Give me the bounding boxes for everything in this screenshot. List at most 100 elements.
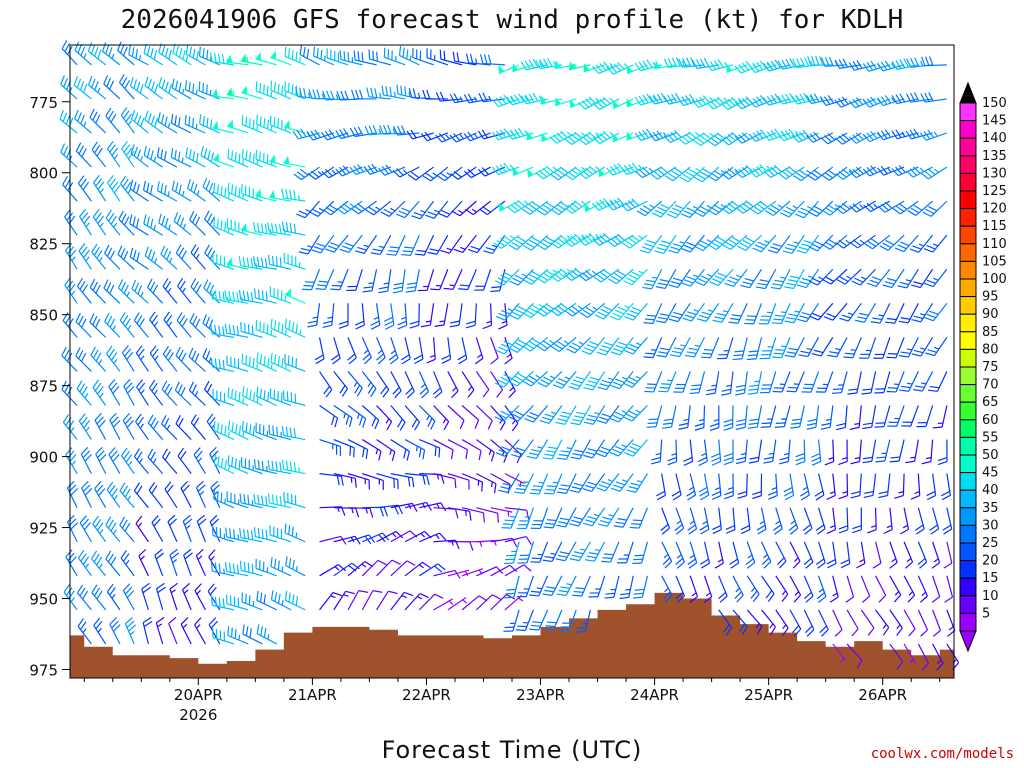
wind-barb [592,96,620,110]
wind-barb [824,439,835,466]
wind-barb [440,234,463,254]
wind-barb [194,583,206,611]
wind-barb [202,177,221,202]
wind-barb [118,210,135,236]
wind-barb [763,93,791,106]
x-tick-label: 21APR [288,686,337,704]
wind-barb [509,268,534,286]
colorbar-swatch [959,577,977,597]
wind-barb [105,209,121,236]
wind-barb [189,313,206,338]
wind-barb [361,337,372,365]
wind-barb [129,247,149,270]
colorbar-label: 25 [982,536,999,551]
wind-barb [95,446,107,474]
wind-barb [333,507,360,518]
wind-barb [763,59,791,72]
wind-barb [80,446,92,474]
wind-barb [213,153,235,168]
wind-barb [461,439,482,461]
wind-barb [108,378,121,406]
wind-barb [760,405,777,428]
wind-barb [526,131,548,141]
wind-barb [661,541,673,569]
wind-barb [175,346,192,372]
wind-barb [474,269,492,291]
wind-barb [862,405,877,430]
wind-barb [417,269,435,292]
wind-barb [877,60,905,72]
wind-barb [511,439,534,458]
wind-barb [889,575,902,603]
wind-barb [120,175,135,202]
colorbar-swatch [959,612,977,632]
y-tick-label: 975 [29,661,58,679]
wind-barb [522,370,549,387]
wind-barb [542,541,563,563]
wind-barb [419,532,447,543]
wind-barb [709,405,720,432]
colorbar-label: 40 [982,483,999,498]
wind-barb [430,269,449,291]
wind-barb [703,575,713,603]
wind-barb [872,541,882,569]
wind-barb [867,268,891,288]
wind-barb [432,371,443,399]
wind-barb [846,609,859,637]
wind-barb [467,234,492,254]
wind-barb [106,481,121,509]
wind-barb [877,129,905,141]
wind-barb [212,120,235,134]
wind-barb [77,175,92,202]
wind-barb [656,337,677,358]
wind-barb [162,448,178,475]
wind-barb [65,549,78,577]
wind-barb [119,482,135,509]
wind-barb [62,312,78,338]
wind-barb [758,303,777,325]
wind-barb [634,128,662,141]
wind-barb [737,473,748,499]
wind-barb [463,166,491,179]
wind-barb [494,405,520,422]
wind-barb [763,164,791,179]
wind-barb [333,473,357,488]
wind-barb [419,439,441,458]
wind-barb [862,96,891,108]
wind-barb [135,515,149,543]
wind-barb [92,379,107,406]
wind-barb [476,566,504,577]
wind-barb [256,352,277,372]
wind-barb [529,575,549,597]
colorbar-label: 130 [982,166,1007,181]
credit-link[interactable]: coolwx.com/models [871,746,1014,762]
wind-barb [563,267,591,281]
wind-barb [395,200,420,219]
wind-barb [212,252,235,270]
wind-barb [477,166,506,177]
wind-barb [409,303,420,329]
wind-barb [180,617,192,645]
wind-barb [644,371,663,393]
wind-barb [612,98,634,110]
wind-barb [401,234,420,256]
wind-barb [347,371,363,397]
wind-barb [796,234,820,254]
wind-barb [684,337,706,358]
wind-barb [319,438,342,456]
wind-barb [93,617,107,645]
wind-barb [892,200,919,215]
colorbar-label: 45 [982,466,999,481]
wind-barb [210,289,235,304]
wind-barb [592,130,620,145]
wind-barb [404,530,432,543]
wind-barb [351,89,377,100]
colorbar-swatch [959,313,977,333]
wind-barb [818,609,829,637]
wind-barb [269,388,292,407]
wind-barb [404,405,421,431]
wind-barb [498,473,520,493]
wind-barb [188,381,206,406]
wind-barb [942,507,953,535]
